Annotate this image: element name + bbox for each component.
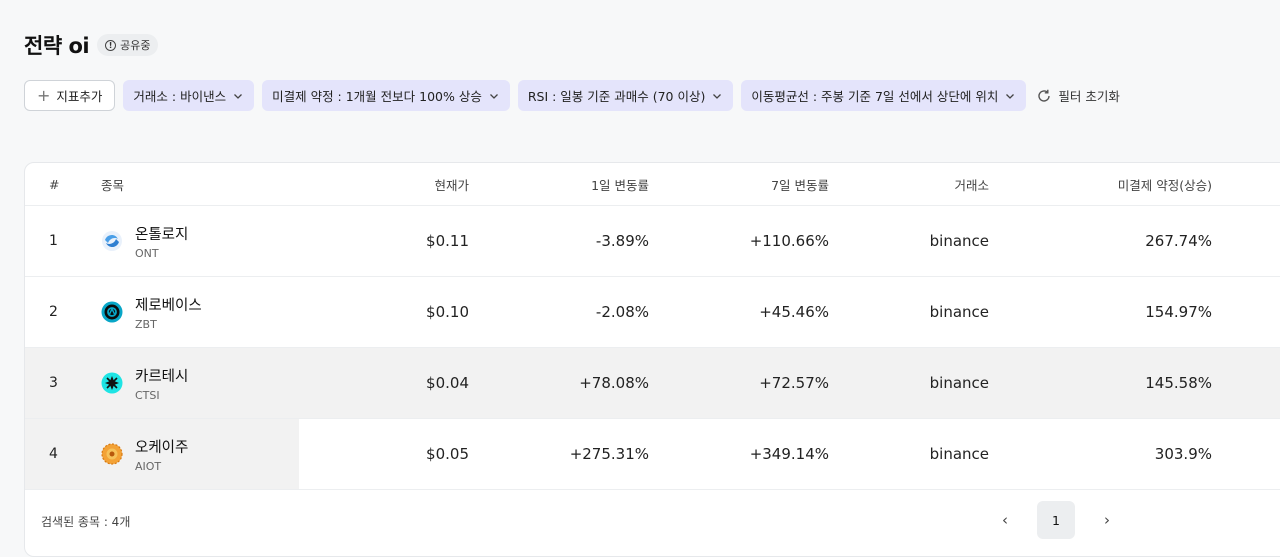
open-interest-cell: 267.74% xyxy=(1145,232,1212,250)
column-header-number: # xyxy=(49,176,60,192)
share-status-badge[interactable]: ! 공유중 xyxy=(97,34,159,56)
price-cell: $0.10 xyxy=(426,303,469,321)
add-indicator-label: 지표추가 xyxy=(56,89,103,104)
filter-chip-label: 미결제 약정 : 1개월 전보다 100% 상승 xyxy=(272,89,482,104)
open-interest-cell: 303.9% xyxy=(1154,445,1212,463)
chevron-down-icon xyxy=(1006,93,1015,99)
column-header-open-interest[interactable]: 미결제 약정(상승) xyxy=(1117,177,1212,193)
chevron-down-icon xyxy=(234,93,243,99)
coin-ticker: CTSI xyxy=(135,388,160,402)
coin-name[interactable]: 카르테시 xyxy=(135,368,189,385)
add-indicator-button[interactable]: + 지표추가 xyxy=(24,80,116,111)
coin-cell: 제로베이스 ZBT xyxy=(101,294,297,331)
filter-chip-label: RSI : 일봉 기준 과매수 (70 이상) xyxy=(527,89,706,104)
chevron-right-icon[interactable]: › xyxy=(1104,511,1110,529)
exchange-cell: binance xyxy=(929,303,989,321)
zerobase-logo-icon xyxy=(101,301,123,323)
ontology-logo-icon xyxy=(102,231,122,251)
filter-chip-label: 이동평균선 : 주봉 기준 7일 선에서 상단에 위치 xyxy=(751,89,999,104)
table-row[interactable]: 1 온톨로지 ONT $0.11 -3.89% +110.66% binance… xyxy=(25,206,1280,277)
plus-icon: + xyxy=(37,85,51,105)
row-number: 4 xyxy=(49,446,58,462)
change-7d-cell: +349.14% xyxy=(749,445,829,463)
page-title: 전략 oi xyxy=(24,34,90,58)
result-count: 검색된 종목 : 4개 xyxy=(41,515,131,529)
column-header-name: 종목 xyxy=(101,177,125,193)
exchange-cell: binance xyxy=(929,232,989,250)
coin-cell: 온톨로지 ONT xyxy=(101,223,297,260)
table-row[interactable]: 3 카르테시 CTSI $0.04 +78.08% +72.57% binanc… xyxy=(25,348,1280,419)
filter-chip-rsi[interactable]: RSI : 일봉 기준 과매수 (70 이상) xyxy=(517,80,734,111)
refresh-icon xyxy=(1038,89,1051,102)
price-cell: $0.05 xyxy=(426,445,469,463)
filter-chip-exchange[interactable]: 거래소 : 바이낸스 xyxy=(123,80,255,111)
table-row[interactable]: 4 오케이주 AIOT $0.05 +275.31% +349.14% bina… xyxy=(25,419,1280,490)
open-interest-cell: 145.58% xyxy=(1145,374,1212,392)
row-number: 1 xyxy=(49,233,58,249)
change-1d-cell: +78.08% xyxy=(579,374,649,392)
coin-ticker: ONT xyxy=(135,246,159,260)
change-1d-cell: -2.08% xyxy=(595,303,649,321)
change-1d-cell: +275.31% xyxy=(569,445,649,463)
chevron-left-icon[interactable]: ‹ xyxy=(1002,511,1008,529)
exchange-cell: binance xyxy=(929,374,989,392)
page-button-current[interactable]: 1 xyxy=(1037,501,1075,539)
change-7d-cell: +45.46% xyxy=(759,303,829,321)
table-row[interactable]: 2 제로베이스 ZBT $0.10 -2.08% +45.46% binance… xyxy=(25,277,1280,348)
price-cell: $0.04 xyxy=(426,374,469,392)
column-header-exchange[interactable]: 거래소 xyxy=(954,177,989,193)
reset-filters-button[interactable]: 필터 초기화 xyxy=(1036,86,1120,105)
filter-chip-open-interest[interactable]: 미결제 약정 : 1개월 전보다 100% 상승 xyxy=(262,80,510,111)
page-header: 전략 oi ! 공유중 xyxy=(24,30,159,60)
change-7d-cell: +110.66% xyxy=(749,232,829,250)
filter-bar: + 지표추가 거래소 : 바이낸스 미결제 약정 : 1개월 전보다 100% … xyxy=(24,80,1120,111)
table-header-row: # 종목 현재가 1일 변동률 7일 변동률 거래소 미결제 약정(상승) xyxy=(25,163,1280,206)
row-hover-highlight xyxy=(25,419,299,489)
change-7d-cell: +72.57% xyxy=(759,374,829,392)
results-table: # 종목 현재가 1일 변동률 7일 변동률 거래소 미결제 약정(상승) 1 … xyxy=(24,162,1280,557)
coin-name[interactable]: 온톨로지 xyxy=(135,226,189,243)
coin-cell: 카르테시 CTSI xyxy=(101,365,297,402)
info-icon: ! xyxy=(105,39,117,51)
row-number: 2 xyxy=(49,304,58,320)
coin-name[interactable]: 오케이주 xyxy=(135,439,189,456)
coin-ticker: ZBT xyxy=(135,317,157,331)
column-header-change-1d[interactable]: 1일 변동률 xyxy=(591,177,649,193)
chevron-down-icon xyxy=(713,93,722,99)
change-1d-cell: -3.89% xyxy=(595,232,649,250)
price-cell: $0.11 xyxy=(426,232,469,250)
share-badge-label: 공유중 xyxy=(120,39,151,52)
filter-chip-label: 거래소 : 바이낸스 xyxy=(133,89,227,104)
coin-name[interactable]: 제로베이스 xyxy=(135,297,202,314)
filter-chip-moving-average[interactable]: 이동평균선 : 주봉 기준 7일 선에서 상단에 위치 xyxy=(741,80,1027,111)
exchange-cell: binance xyxy=(929,445,989,463)
table-footer: 검색된 종목 : 4개 ‹ 1 › xyxy=(25,490,1280,550)
pagination: ‹ 1 › xyxy=(997,501,1115,539)
coin-cell: 오케이주 AIOT xyxy=(101,436,297,473)
aiot-logo-icon xyxy=(101,443,123,465)
row-number: 3 xyxy=(49,375,58,391)
chevron-down-icon xyxy=(489,93,498,99)
reset-filters-label: 필터 초기화 xyxy=(1058,89,1120,104)
coin-ticker: AIOT xyxy=(135,459,162,473)
column-header-price[interactable]: 현재가 xyxy=(434,177,469,193)
open-interest-cell: 154.97% xyxy=(1145,303,1212,321)
column-header-change-7d[interactable]: 7일 변동률 xyxy=(771,177,829,193)
cartesi-logo-icon xyxy=(101,372,123,394)
